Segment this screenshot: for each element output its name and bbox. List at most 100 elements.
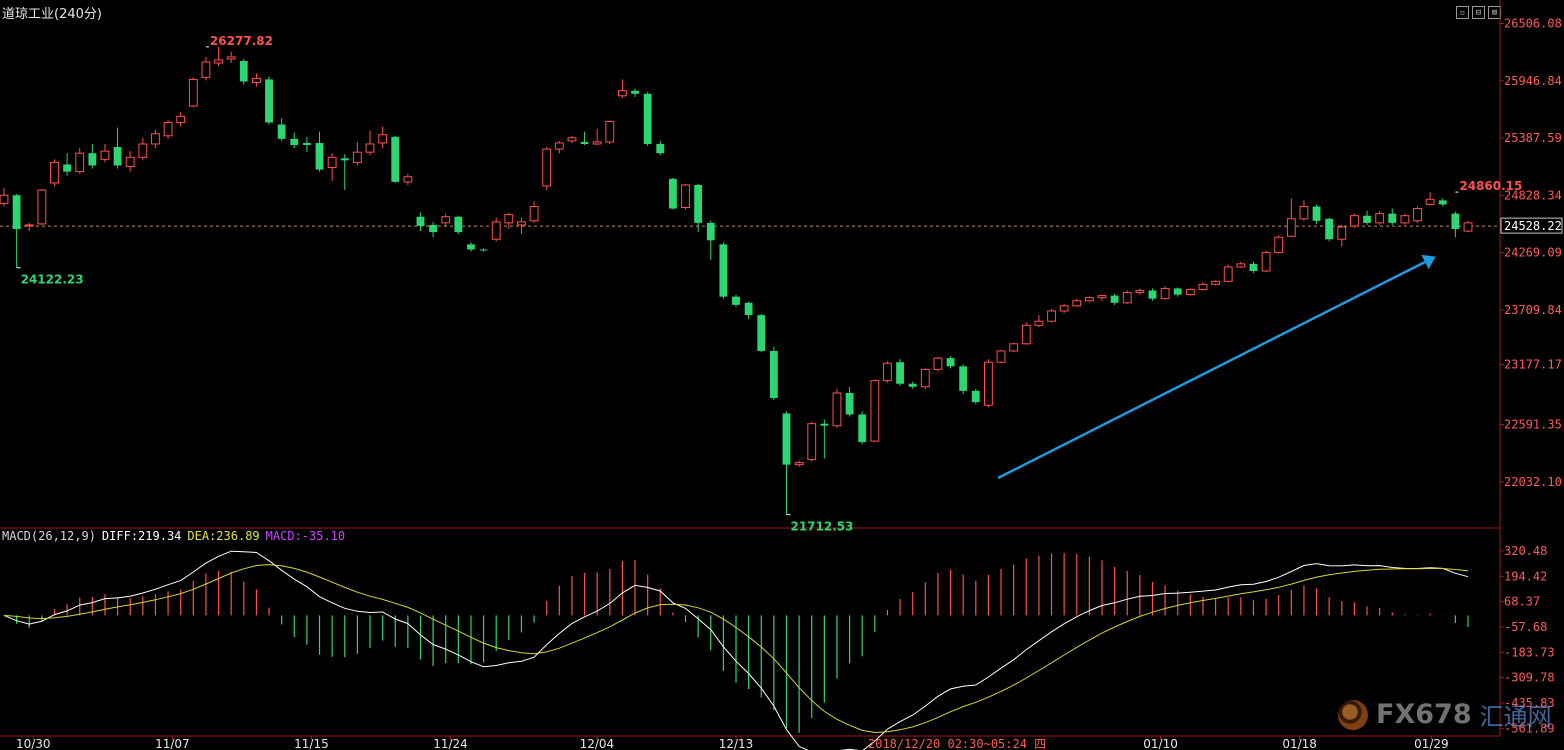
candle-body [265,79,273,123]
candle-body [479,249,488,251]
candle-body [694,184,703,223]
y-tick-label: 24269.09 [1504,246,1562,260]
y-tick-label: 26506.08 [1504,16,1562,30]
candle-body [226,56,236,60]
candle-body [1363,215,1371,223]
y-tick-label: 22591.35 [1504,418,1562,432]
candle-body [1236,263,1246,268]
candle-body [1173,288,1182,295]
candle-body [125,156,135,168]
candle-body [188,78,198,107]
candle-body [1312,206,1321,221]
candle-body [807,423,817,461]
candle-body [631,90,639,94]
candle-body [63,164,72,172]
x-tick-label: 12/04 [580,737,615,750]
trend-arrow-line [997,260,1426,480]
candle-body [1084,297,1094,302]
macd-diff: DIFF:219.34 [101,529,182,543]
macd-y-tick-label: 194.42 [1504,569,1547,583]
candle-body [870,380,880,442]
fx678-logo-icon [1338,699,1368,730]
candle-body [896,362,904,384]
trend-arrow-head [1421,254,1436,270]
candle-body [732,296,740,305]
candle-body [1059,305,1069,312]
candle-body [706,222,715,241]
candle-body [668,178,677,209]
watermark-cn: 汇通网 [1479,703,1552,731]
restore-icon[interactable]: ▫ [1456,6,1469,19]
candle-body [580,141,589,144]
candle-body [1274,236,1284,254]
candle-body [290,138,299,145]
candle-body [1299,205,1309,220]
candle-body [820,423,829,426]
current-price-box [1500,217,1563,234]
candle-body [1211,280,1220,285]
annotation-label: 26277.82 [210,34,273,48]
candle-body [845,392,854,415]
candle-body [946,358,955,367]
candle-body [277,124,286,139]
candle-body [365,143,375,153]
candle-body [1286,218,1296,237]
candle-body [1325,218,1334,240]
candle-body [504,214,514,224]
candle-body [1425,198,1435,205]
candle-body [467,244,475,250]
y-tick-label: 22032.10 [1504,475,1562,489]
macd-y-tick-label: -561.89 [1504,721,1555,735]
candle-body [0,194,9,204]
status-timestamp: 2018/12/20 02:30~05:24 四 [868,737,1046,750]
candle-body [151,133,160,145]
x-tick-label: 11/07 [155,737,190,750]
annotation-label: 21712.53 [790,520,853,534]
annotation-label: 24860.15 [1459,179,1522,193]
candle-body [176,115,186,123]
macd-dea: DEA:236.89 [187,529,260,543]
candle-body [1463,222,1473,232]
candle-body [239,60,248,82]
macd-dea-line [3,564,1469,734]
candle-body [542,148,552,187]
candle-body [327,156,337,169]
candle-body [996,350,1006,363]
candle-body [517,221,526,226]
macd-y-tick-label: -435.83 [1504,696,1555,710]
candle-body [24,224,34,227]
macd-legend: MACD(26,12,9) DIFF:219.34 DEA:236.89 MAC… [2,529,345,543]
x-tick-label: 11/24 [433,737,468,750]
candle-body [1110,295,1119,303]
candle-body [656,143,665,154]
candle-body [1400,215,1410,224]
annotation-label: 24122.23 [21,273,84,287]
candle-body [719,244,728,297]
candle-body [138,143,148,158]
candle-body [1375,213,1385,224]
layout-icon[interactable]: ⊟ [1472,6,1485,19]
candle-body [554,142,564,150]
candle-body [1135,289,1145,294]
candle-body [1413,208,1422,222]
candle-body [858,414,867,443]
candle-body [933,357,943,370]
watermark-text: FX678 [1376,699,1472,730]
candle-body [1223,266,1233,282]
macd-y-tick-label: 68.37 [1504,595,1540,609]
candle-body [454,216,463,233]
candle-body [971,390,980,403]
candle-body [416,216,425,226]
y-tick-label: 24828.34 [1504,188,1562,202]
candle-body [37,189,47,225]
y-tick-label: 23709.84 [1504,303,1562,317]
candle-body [113,147,122,166]
candle-body [959,366,968,391]
candle-body [214,59,223,64]
candle-body [1388,213,1397,223]
x-tick-label: 01/10 [1143,737,1178,750]
candle-body [429,224,438,233]
candle-body [491,221,501,240]
candle-body [1337,226,1347,240]
